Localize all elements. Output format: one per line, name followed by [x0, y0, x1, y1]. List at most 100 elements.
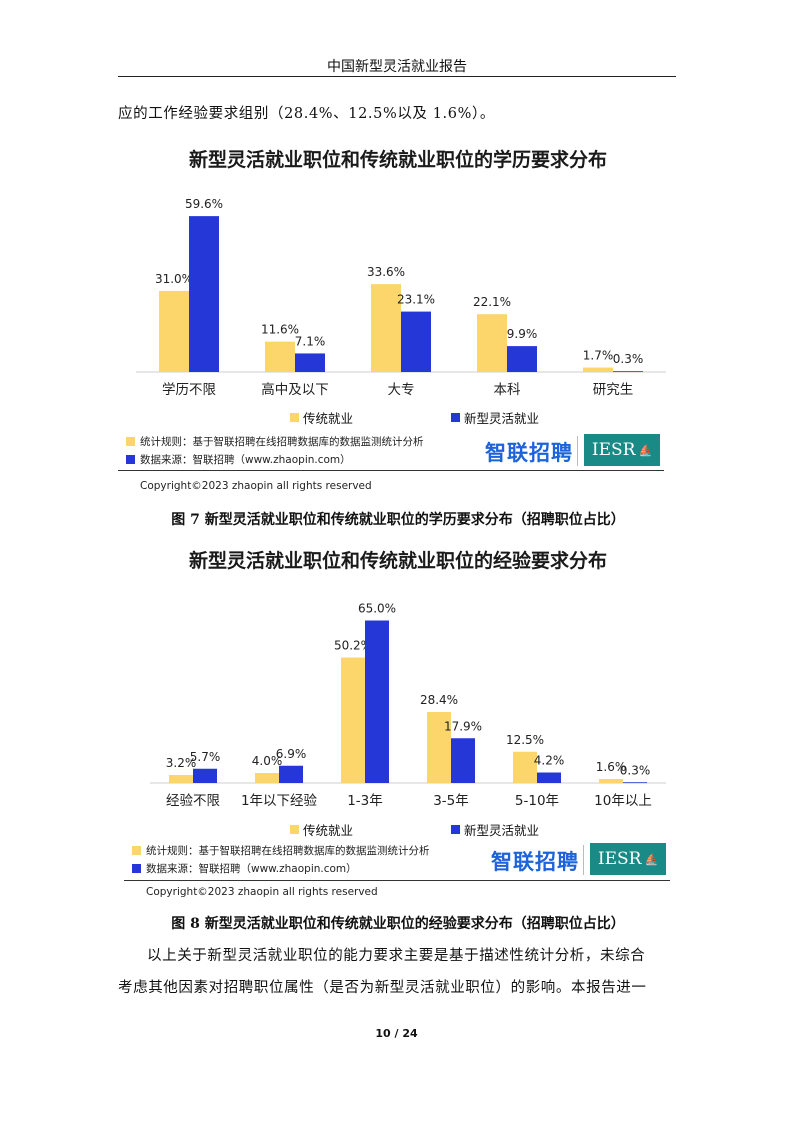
legend-traditional: 传统就业: [290, 408, 353, 427]
legend-swatch-traditional: [290, 413, 299, 422]
iesr-logo: IESR ⛵: [590, 843, 666, 875]
chart-footer: 统计规则：基于智联招聘在线招聘数据库的数据监测统计分析 数据来源：智联招聘（ww…: [118, 432, 664, 468]
legend-new: 新型灵活就业: [451, 820, 539, 839]
bar-traditional: [159, 290, 189, 372]
category-label: 研究生: [593, 382, 634, 398]
category-label: 学历不限: [162, 382, 216, 398]
bar-new: [189, 216, 219, 372]
category-label: 高中及以下: [261, 381, 329, 398]
bar-new: [401, 311, 431, 372]
figure-caption-8: 图 8 新型灵活就业职位和传统就业职位的经验要求分布（招聘职位占比）: [171, 916, 625, 932]
zhaopin-logo: 智联招聘: [485, 441, 573, 465]
data-label: 6.9%: [276, 747, 307, 761]
data-label: 17.9%: [444, 719, 482, 733]
data-label: 0.3%: [620, 763, 651, 777]
ship-icon: ⛵: [638, 443, 653, 457]
data-label: 11.6%: [261, 323, 299, 337]
bar-traditional: [427, 712, 451, 783]
legend-label-traditional: 传统就业: [303, 823, 354, 838]
footnote-rule: 统计规则：基于智联招聘在线招聘数据库的数据监测统计分析: [132, 843, 430, 858]
footnote-source-text: 数据来源：智联招聘（www.zhaopin.com）: [146, 863, 357, 875]
body-line-2: 考虑其他因素对招聘职位属性（是否为新型灵活就业职位）的影响。本报告进一: [118, 980, 647, 996]
body-text: 以上关于新型灵活就业职位的能力要求主要是基于描述性统计分析，未综合 考虑其他因素…: [118, 940, 678, 1004]
header-rule: [118, 76, 676, 77]
chart-bottom-rule: [118, 470, 664, 471]
legend-label-traditional: 传统就业: [303, 411, 354, 426]
bar-new: [295, 353, 325, 372]
data-label: 31.0%: [155, 272, 193, 286]
bar-new: [279, 765, 303, 783]
data-label: 59.6%: [185, 197, 223, 211]
category-label: 1-3年: [347, 793, 383, 809]
legend-swatch-new: [451, 825, 460, 834]
category-label: 本科: [494, 382, 522, 398]
footnote-swatch-yellow: [126, 437, 135, 446]
category-label: 5-10年: [515, 793, 559, 809]
footnote-rule-text: 统计规则：基于智联招聘在线招聘数据库的数据监测统计分析: [146, 845, 430, 857]
bar-traditional: [599, 779, 623, 783]
data-label: 65.0%: [358, 602, 396, 616]
legend-swatch-traditional: [290, 825, 299, 834]
data-label: 12.5%: [506, 733, 544, 747]
bar-new: [623, 782, 647, 784]
bar-traditional: [265, 341, 295, 372]
data-label: 22.1%: [473, 295, 511, 309]
logo-divider: [577, 436, 578, 466]
bar-traditional: [371, 284, 401, 372]
data-label: 0.3%: [613, 352, 644, 366]
iesr-logo: IESR ⛵: [584, 434, 660, 466]
data-label: 4.0%: [252, 754, 283, 768]
bar-traditional: [255, 773, 279, 783]
bar-new: [193, 768, 217, 783]
legend-traditional: 传统就业: [290, 820, 353, 839]
category-label: 经验不限: [166, 793, 220, 809]
copyright: Copyright©2023 zhaopin all rights reserv…: [140, 480, 372, 492]
chart-plot: 31.0% 59.6% 学历不限 11.6%7.1% 高中及以下 33.6% 23.1% 大专…: [136, 197, 666, 398]
chart-bottom-rule: [124, 880, 670, 881]
footnote-swatch-yellow: [132, 846, 141, 855]
bar-traditional: [583, 367, 613, 372]
footnote-swatch-blue: [126, 455, 135, 464]
data-label: 1.6%: [596, 760, 627, 774]
data-label: 33.6%: [367, 265, 405, 279]
running-header: 中国新型灵活就业报告: [327, 59, 467, 75]
bar-new: [451, 738, 475, 783]
data-label: 4.2%: [534, 754, 565, 768]
legend-new: 新型灵活就业: [451, 408, 539, 427]
page-number: 10 / 24: [375, 1027, 418, 1040]
chart-title: 新型灵活就业职位和传统就业职位的经验要求分布: [188, 550, 607, 572]
bar-new: [507, 346, 537, 372]
bar-new: [537, 772, 561, 783]
legend-label-new: 新型灵活就业: [464, 411, 540, 426]
iesr-logo-text: IESR: [597, 849, 642, 869]
legend-label-new: 新型灵活就业: [464, 823, 540, 838]
data-label: 23.1%: [397, 293, 435, 307]
data-label: 50.2%: [334, 639, 372, 653]
chart-plot: 3.2%5.7% 经验不限 4.0%6.9% 1年以下经验 50.2% 65.0% 1-3年…: [150, 602, 666, 809]
chart-education: 新型灵活就业职位和传统就业职位的学历要求分布 31.0% 59.6% 学历不限 11.…: [118, 142, 678, 502]
intro-text: 应的工作经验要求组别（28.4%、12.5%以及 1.6%）。: [118, 106, 495, 122]
data-label: 3.2%: [166, 756, 197, 770]
data-label: 28.4%: [420, 693, 458, 707]
chart-footer: 统计规则：基于智联招聘在线招聘数据库的数据监测统计分析 数据来源：智联招聘（ww…: [118, 841, 666, 877]
iesr-logo-text: IESR: [591, 440, 636, 460]
bar-traditional: [169, 775, 193, 783]
zhaopin-logo: 智联招聘: [491, 850, 579, 874]
footnote-rule: 统计规则：基于智联招聘在线招聘数据库的数据监测统计分析: [126, 434, 424, 449]
bar-new: [365, 620, 389, 783]
figure-caption-7: 图 7 新型灵活就业职位和传统就业职位的学历要求分布（招聘职位占比）: [171, 512, 625, 528]
footnote-swatch-blue: [132, 864, 141, 873]
bar-traditional: [513, 751, 537, 783]
category-label: 3-5年: [433, 793, 469, 809]
chart-experience: 新型灵活就业职位和传统就业职位的经验要求分布 3.2% 5.7% 经验不限 4.0% 6…: [118, 543, 678, 903]
logo-divider: [583, 845, 584, 875]
copyright: Copyright©2023 zhaopin all rights reserv…: [146, 886, 378, 898]
data-label: 9.9%: [507, 327, 538, 341]
bar-new: [613, 371, 643, 373]
chart-title: 新型灵活就业职位和传统就业职位的学历要求分布: [188, 149, 607, 171]
legend-swatch-new: [451, 413, 460, 422]
footnote-source-text: 数据来源：智联招聘（www.zhaopin.com）: [140, 454, 351, 466]
bar-traditional: [477, 314, 507, 372]
footnote-rule-text: 统计规则：基于智联招聘在线招聘数据库的数据监测统计分析: [140, 436, 424, 448]
category-label: 大专: [388, 382, 415, 398]
